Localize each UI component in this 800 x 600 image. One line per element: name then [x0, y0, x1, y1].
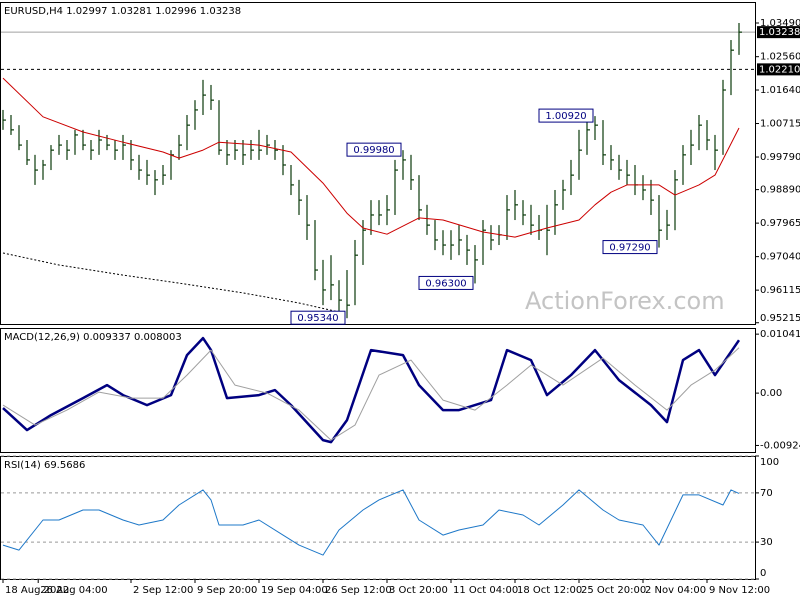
x-tick-label: 2 Nov 04:00 — [645, 585, 706, 596]
x-tick-label: 2 Sep 12:00 — [133, 585, 193, 596]
annotation-box — [346, 142, 402, 157]
y-tick-label: 1.02560 — [760, 52, 800, 63]
indicator-line — [2, 489, 740, 556]
y-tick-label: 1.01640 — [760, 85, 800, 96]
indicator-line — [2, 252, 340, 313]
annotation-label: 0.96300 — [425, 278, 466, 289]
price-label: 1.03238 — [759, 27, 800, 38]
x-tick-label: 25 Oct 20:00 — [581, 585, 646, 596]
y-tick-label: -0.009244 — [760, 440, 800, 451]
y-tick-label: 70 — [760, 488, 773, 499]
x-tick-label: 3 Oct 20:00 — [389, 585, 448, 596]
indicator-line — [2, 77, 740, 238]
panel-frame — [0, 2, 756, 325]
x-tick-label: 19 Sep 04:00 — [261, 585, 328, 596]
y-tick-label: 0.97965 — [760, 218, 800, 229]
watermark: ActionForex.com — [525, 287, 725, 315]
panel-title: RSI(14) 69.5686 — [4, 460, 85, 471]
indicator-line — [2, 347, 740, 441]
x-tick-label: 26 Sep 12:00 — [325, 585, 392, 596]
price-label-box — [757, 26, 800, 39]
x-tick-label: 26 Aug 04:00 — [40, 585, 107, 596]
y-tick-label: 0.96115 — [760, 285, 800, 296]
panel-frame — [0, 328, 756, 453]
y-tick-label: 0.99790 — [760, 152, 800, 163]
x-tick-label: 9 Sep 20:00 — [197, 585, 257, 596]
y-tick-label: 30 — [760, 537, 773, 548]
y-tick-label: 0 — [760, 568, 766, 579]
x-tick-label: 9 Nov 12:00 — [709, 585, 770, 596]
annotation-box — [538, 108, 594, 123]
annotation-label: 0.95340 — [297, 313, 338, 324]
annotation-label: 1.00920 — [545, 111, 586, 122]
panel-title: MACD(12,26,9) 0.009337 0.008003 — [4, 332, 182, 343]
panel-frame — [0, 456, 756, 580]
y-tick-label: 0.95215 — [760, 313, 800, 324]
annotation-box — [418, 275, 474, 290]
y-tick-label: 1.00715 — [760, 119, 800, 130]
annotation-box — [290, 310, 346, 325]
y-tick-label: 1.03490 — [760, 18, 800, 29]
x-tick-label: 18 Oct 12:00 — [517, 585, 582, 596]
y-tick-label: 0.00 — [760, 388, 782, 399]
panel-title: EURUSD,H4 1.02997 1.03281 1.02996 1.0323… — [4, 6, 241, 17]
x-tick-label: 18 Aug 2022 — [5, 585, 69, 596]
y-tick-label: 0.97040 — [760, 252, 800, 263]
y-tick-label: 0.010415 — [760, 329, 800, 340]
x-tick-label: 11 Oct 04:00 — [453, 585, 518, 596]
price-label-box — [757, 63, 800, 76]
price-label: 1.02210 — [759, 64, 800, 75]
y-tick-label: 0.98890 — [760, 185, 800, 196]
y-tick-label: 100 — [760, 457, 779, 468]
indicator-line — [2, 336, 741, 444]
annotation-box — [602, 240, 658, 255]
annotation-label: 0.97290 — [609, 243, 650, 254]
annotation-label: 0.99980 — [353, 145, 394, 156]
